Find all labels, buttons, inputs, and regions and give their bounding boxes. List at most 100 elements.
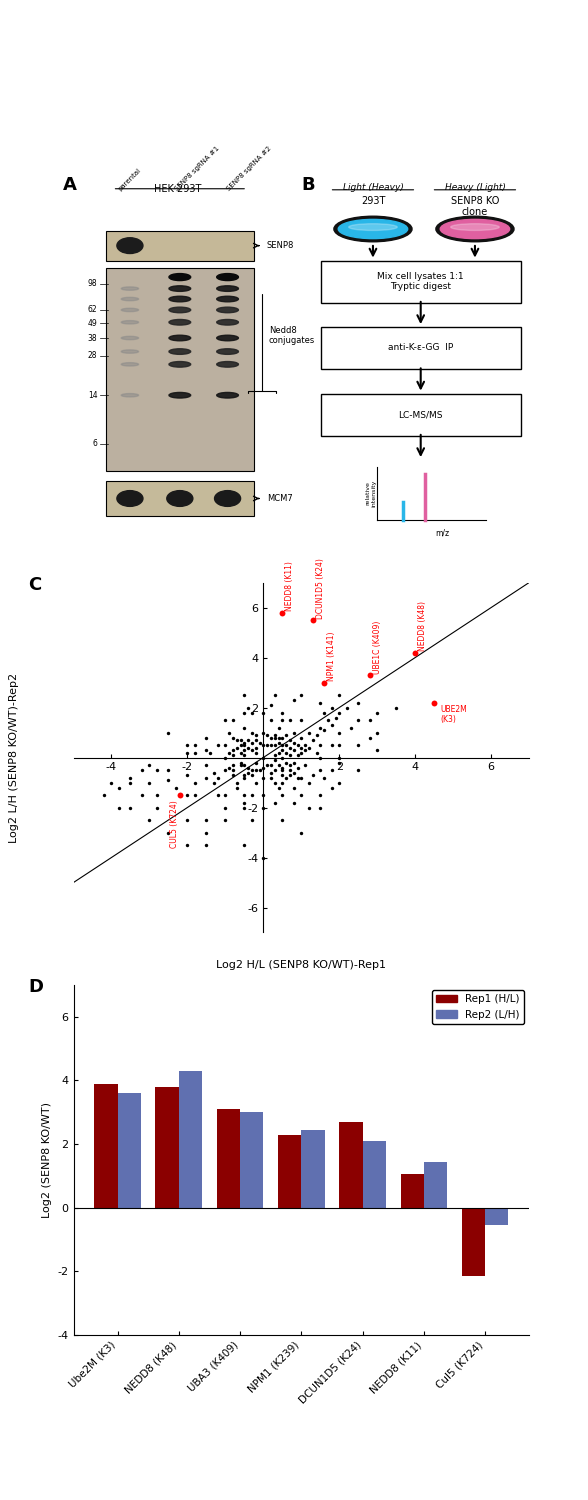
Point: [163, 821, 173, 844]
Point: [323, 708, 333, 732]
Ellipse shape: [169, 334, 191, 340]
Point: [266, 708, 276, 732]
Point: [248, 808, 257, 832]
Point: [266, 765, 276, 789]
Point: [289, 760, 299, 784]
Point: [335, 750, 344, 774]
Ellipse shape: [334, 216, 412, 242]
Point: [228, 726, 238, 750]
Point: [240, 738, 249, 762]
Text: CUL5 (K724): CUL5 (K724): [169, 800, 179, 847]
Point: [240, 783, 249, 807]
Point: [266, 760, 276, 784]
Point: [240, 700, 249, 724]
Point: [304, 771, 313, 795]
Point: [220, 795, 230, 819]
Text: relative
intensity: relative intensity: [365, 480, 376, 507]
Point: [240, 790, 249, 814]
Bar: [240, 1113, 263, 1208]
Ellipse shape: [167, 490, 193, 507]
Point: [274, 730, 283, 754]
Point: [410, 640, 420, 664]
Point: [243, 728, 253, 752]
Point: [236, 753, 245, 777]
Point: [202, 753, 211, 777]
Ellipse shape: [121, 336, 139, 339]
Text: m/z: m/z: [435, 528, 449, 537]
Text: B: B: [301, 177, 315, 195]
Point: [270, 734, 279, 758]
Point: [259, 734, 268, 758]
Point: [240, 742, 249, 766]
Point: [285, 764, 295, 788]
Point: [255, 758, 264, 782]
Point: [251, 771, 260, 795]
Point: [335, 700, 344, 724]
Point: [243, 735, 253, 759]
Point: [213, 783, 222, 807]
Point: [278, 726, 287, 750]
Point: [248, 730, 257, 754]
Point: [353, 690, 363, 714]
Ellipse shape: [338, 219, 407, 239]
Point: [289, 776, 299, 800]
Point: [145, 808, 154, 832]
Point: [202, 765, 211, 789]
Point: [297, 708, 306, 732]
FancyBboxPatch shape: [321, 261, 520, 303]
Point: [297, 783, 306, 807]
Ellipse shape: [349, 224, 397, 231]
Point: [274, 741, 283, 765]
Point: [316, 783, 325, 807]
Point: [191, 783, 200, 807]
Point: [282, 741, 291, 765]
Ellipse shape: [117, 237, 143, 254]
Point: [293, 756, 302, 780]
Point: [225, 720, 234, 744]
Point: [342, 696, 352, 720]
Point: [282, 750, 291, 774]
Point: [266, 693, 276, 717]
Point: [373, 738, 382, 762]
Text: 38: 38: [88, 333, 98, 342]
Point: [248, 764, 257, 788]
Point: [183, 833, 192, 856]
Point: [308, 728, 318, 752]
Point: [312, 741, 321, 765]
Point: [319, 700, 329, 724]
Point: [236, 728, 245, 752]
Point: [300, 734, 310, 758]
Point: [278, 708, 287, 732]
Point: [278, 746, 287, 770]
Bar: [485, 1208, 509, 1225]
Point: [266, 734, 276, 758]
Point: [240, 795, 249, 819]
Point: [163, 768, 173, 792]
Ellipse shape: [121, 309, 139, 312]
Point: [270, 771, 279, 795]
Point: [331, 705, 340, 729]
Point: [259, 846, 268, 870]
Point: [240, 716, 249, 740]
Point: [225, 741, 234, 765]
Point: [327, 696, 336, 720]
Point: [262, 753, 272, 777]
Point: [202, 726, 211, 750]
Point: [171, 776, 181, 800]
Point: [285, 735, 295, 759]
Point: [259, 783, 268, 807]
Point: [213, 765, 222, 789]
Ellipse shape: [169, 286, 191, 291]
Point: [137, 783, 146, 807]
Point: [308, 764, 318, 788]
Point: [300, 738, 310, 762]
Point: [243, 760, 253, 784]
Point: [202, 833, 211, 856]
Point: [335, 682, 344, 706]
Point: [270, 790, 279, 814]
Point: [285, 758, 295, 782]
Bar: [94, 1083, 118, 1208]
Text: MCM7: MCM7: [266, 494, 292, 502]
Point: [266, 726, 276, 750]
Point: [236, 734, 245, 758]
